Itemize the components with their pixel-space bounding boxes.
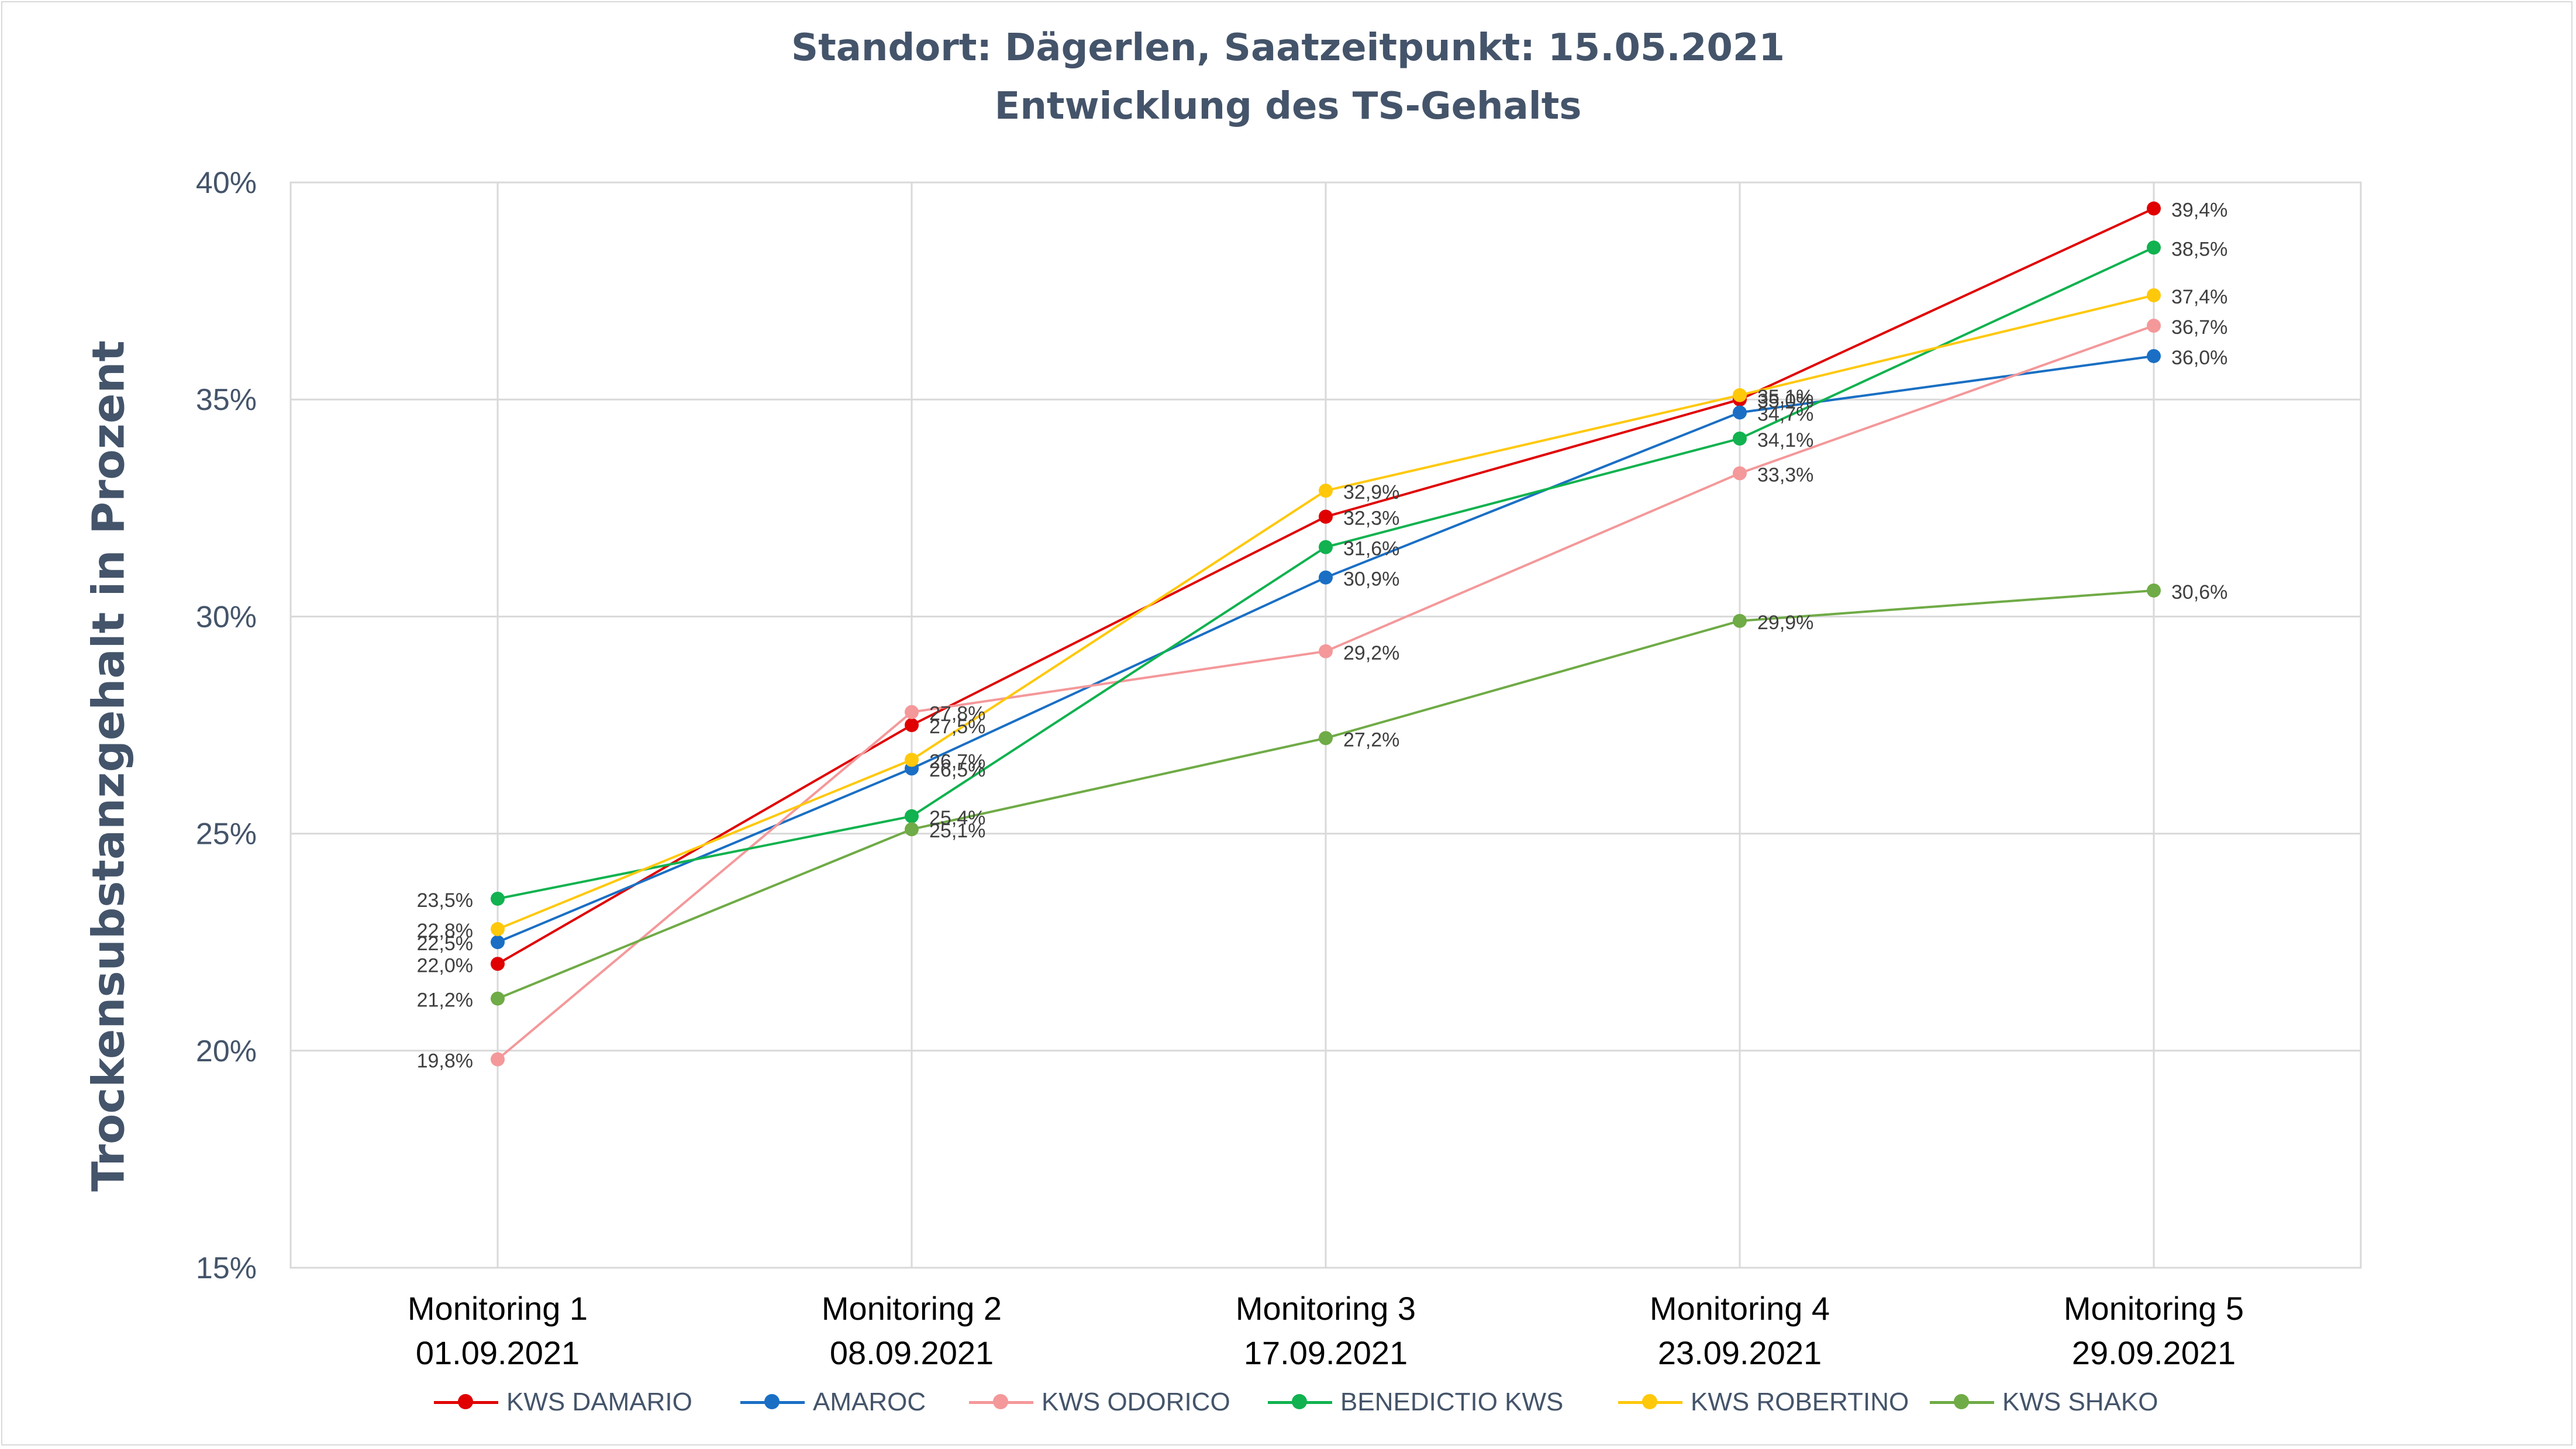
data-point [491, 891, 505, 906]
x-tick-date: 29.09.2021 [2072, 1334, 2236, 1371]
data-point [905, 809, 919, 823]
y-tick-label: 20% [196, 1034, 257, 1068]
data-point [1319, 484, 1333, 498]
y-tick-label: 40% [196, 166, 257, 200]
legend-label: KWS SHAKO [2002, 1388, 2158, 1416]
data-label: 34,7% [1757, 403, 1813, 425]
legend-item: AMAROC [740, 1385, 926, 1420]
data-label: 37,4% [2171, 286, 2227, 308]
data-label: 31,6% [1343, 538, 1399, 560]
data-point [2147, 349, 2161, 363]
legend-label: AMAROC [813, 1388, 926, 1416]
data-label: 21,2% [417, 989, 473, 1012]
data-point [491, 991, 505, 1006]
x-tick-date: 17.09.2021 [1244, 1334, 1408, 1371]
x-tick-label: Monitoring 1 [408, 1290, 588, 1327]
data-point [905, 718, 919, 732]
data-point [1319, 644, 1333, 658]
data-label: 23,5% [417, 889, 473, 912]
chart-legend: KWS DAMARIO AMAROC KWS ODORICO BENEDICTIO K… [0, 1385, 2576, 1420]
data-point [2147, 288, 2161, 303]
y-tick-label: 30% [196, 600, 257, 634]
data-label: 22,5% [417, 933, 473, 955]
data-point [1319, 540, 1333, 554]
data-point [2147, 318, 2161, 333]
legend-item: KWS ROBERTINO [1618, 1385, 1909, 1420]
x-tick-label: Monitoring 4 [1650, 1290, 1830, 1327]
y-tick-label: 25% [196, 817, 257, 851]
legend-marker [969, 1394, 1033, 1409]
data-label: 30,6% [2171, 581, 2227, 603]
data-label: 29,9% [1757, 612, 1813, 634]
data-label: 35,1% [1757, 386, 1813, 408]
x-tick-label: Monitoring 3 [1236, 1290, 1416, 1327]
data-label: 35,0% [1757, 390, 1813, 412]
data-point [491, 922, 505, 936]
data-label: 22,8% [417, 920, 473, 942]
data-point [1319, 570, 1333, 585]
data-point [1319, 731, 1333, 746]
data-point [1733, 432, 1747, 446]
data-point [2147, 240, 2161, 255]
y-tick-label: 15% [196, 1251, 257, 1285]
chart-subtitle: Entwicklung des TS-Gehalts [994, 85, 1582, 128]
data-label: 38,5% [2171, 238, 2227, 260]
data-label: 39,4% [2171, 199, 2227, 222]
legend-marker [1268, 1394, 1332, 1409]
legend-marker [1930, 1394, 1994, 1409]
data-point [491, 1052, 505, 1067]
data-label: 22,0% [417, 954, 473, 977]
x-tick-label: Monitoring 2 [822, 1290, 1002, 1327]
legend-item: KWS SHAKO [1930, 1385, 2158, 1420]
x-tick-date: 23.09.2021 [1658, 1334, 1822, 1371]
data-point [905, 822, 919, 837]
legend-label: KWS DAMARIO [506, 1388, 692, 1416]
data-point [2147, 583, 2161, 598]
legend-item: BENEDICTIO KWS [1268, 1385, 1563, 1420]
data-label: 26,7% [929, 750, 985, 772]
data-point [491, 957, 505, 971]
data-point [491, 935, 505, 950]
data-label: 19,8% [417, 1050, 473, 1072]
data-point [1733, 388, 1747, 402]
data-label: 25,4% [929, 807, 985, 829]
data-label: 34,1% [1757, 429, 1813, 451]
legend-marker [740, 1394, 805, 1409]
data-label: 27,8% [929, 703, 985, 725]
x-tick-date: 01.09.2021 [416, 1334, 580, 1371]
data-label: 36,7% [2171, 316, 2227, 339]
y-tick-label: 35% [196, 383, 257, 417]
legend-item: KWS ODORICO [969, 1385, 1230, 1420]
legend-label: BENEDICTIO KWS [1340, 1388, 1564, 1416]
data-label: 32,9% [1343, 481, 1399, 503]
data-label: 27,5% [929, 716, 985, 738]
x-tick-date: 08.09.2021 [830, 1334, 994, 1371]
data-point [1733, 405, 1747, 420]
data-point [1733, 613, 1747, 628]
data-label: 32,3% [1343, 508, 1399, 530]
data-label: 30,9% [1343, 568, 1399, 591]
legend-marker [1618, 1394, 1682, 1409]
data-point [905, 753, 919, 767]
data-label: 33,3% [1757, 464, 1813, 486]
data-label: 27,2% [1343, 729, 1399, 751]
legend-label: KWS ROBERTINO [1691, 1388, 1909, 1416]
x-tick-label: Monitoring 5 [2064, 1290, 2244, 1327]
legend-item: KWS DAMARIO [434, 1385, 692, 1420]
data-point [1733, 466, 1747, 481]
data-label: 36,0% [2171, 347, 2227, 369]
data-point [2147, 201, 2161, 216]
data-point [1319, 509, 1333, 524]
data-point [905, 705, 919, 719]
data-label: 25,1% [929, 820, 985, 842]
data-label: 29,2% [1343, 642, 1399, 664]
legend-label: KWS ODORICO [1042, 1388, 1230, 1416]
chart-title: Standort: Dägerlen, Saatzeitpunkt: 15.05… [791, 26, 1785, 70]
legend-marker [434, 1394, 498, 1409]
data-label: 26,5% [929, 759, 985, 781]
